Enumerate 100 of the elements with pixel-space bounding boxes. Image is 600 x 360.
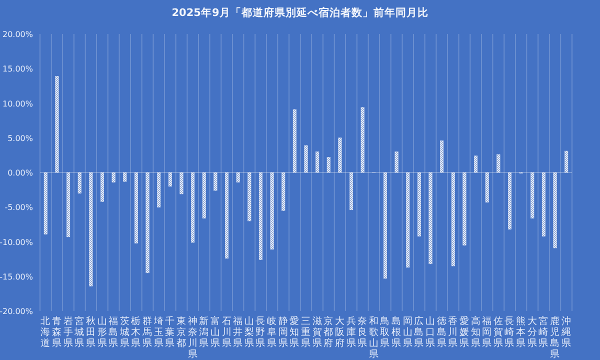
x-tick-label: 和歌山県	[368, 315, 379, 360]
x-tick-label: 岡山県	[402, 316, 413, 349]
y-tick-label: 0.00%	[8, 168, 34, 178]
x-tick-label: 三重県	[301, 316, 311, 349]
x-tick-label: 宮崎県	[538, 315, 549, 349]
bar	[316, 152, 320, 173]
bar	[326, 157, 330, 173]
bar	[270, 172, 274, 250]
bar	[485, 172, 489, 202]
x-tick-label: 埼玉県	[152, 315, 164, 349]
x-tick-label: 香川県	[448, 315, 458, 349]
x-tick-label: 沖縄県	[560, 315, 572, 349]
bar	[282, 172, 286, 211]
x-tick-label: 福岡県	[482, 315, 492, 349]
bar	[383, 172, 387, 279]
x-tick-label: 岐阜県	[267, 315, 278, 349]
y-tick-label: 20.00%	[2, 30, 34, 39]
x-tick-label: 京都府	[324, 315, 334, 349]
bar	[248, 172, 252, 222]
x-tick-label: 島根県	[392, 315, 402, 349]
y-tick-label: -5.00%	[4, 203, 34, 212]
x-tick-label: 岩手県	[63, 315, 74, 349]
x-tick-label: 山形県	[97, 315, 108, 349]
x-tick-label: 石川県	[222, 316, 232, 349]
x-tick-label: 秋田県	[86, 315, 96, 349]
x-tick-label: 愛媛県	[459, 315, 470, 349]
x-tick-label: 宮城県	[74, 315, 85, 349]
bar	[123, 172, 127, 182]
bar	[146, 172, 150, 274]
x-tick-label: 長野県	[256, 316, 266, 349]
bar	[168, 172, 172, 186]
x-tick-label: 高知県	[470, 315, 481, 349]
y-tick-label: -20.00%	[0, 307, 34, 316]
y-tick-label: 15.00%	[2, 64, 34, 74]
x-tick-label: 愛知県	[290, 315, 300, 349]
bar	[214, 172, 218, 191]
x-tick-label: 佐賀県	[493, 316, 504, 349]
x-tick-label: 福井県	[233, 315, 244, 349]
bar	[134, 172, 138, 244]
x-tick-label: 徳島県	[436, 316, 447, 349]
x-tick-label: 富山県	[210, 315, 220, 349]
bar	[157, 172, 161, 208]
x-tick-label: 奈良県	[358, 316, 368, 349]
bar	[304, 145, 308, 173]
bar	[180, 172, 184, 194]
x-tick-label: 福島県	[108, 315, 119, 349]
x-tick-label: 東京都	[176, 315, 186, 349]
bar	[191, 172, 195, 243]
bar	[474, 156, 478, 173]
bar	[292, 109, 296, 173]
x-tick-label: 広島県	[414, 315, 424, 349]
x-tick-label: 神奈川県	[188, 315, 198, 360]
y-tick-label: -15.00%	[0, 272, 34, 282]
x-tick-label: 群馬県	[142, 315, 153, 349]
bar	[225, 172, 229, 259]
bar	[236, 172, 240, 182]
bar	[55, 76, 59, 173]
bar	[78, 172, 82, 194]
bar	[89, 172, 93, 286]
bar	[44, 172, 48, 234]
x-tick-label: 静岡県	[278, 315, 288, 349]
chart-title: 2025年9月「都道府県別延べ宿泊者数」前年同月比	[172, 6, 428, 19]
x-tick-label: 熊本県	[516, 315, 526, 349]
bar	[350, 172, 354, 210]
x-tick-label: 大阪府	[334, 315, 345, 349]
bar	[496, 154, 500, 173]
bar	[542, 172, 546, 236]
bar	[553, 172, 557, 248]
bar	[258, 172, 262, 260]
bar	[417, 172, 421, 236]
x-tick-label: 大分県	[527, 315, 538, 349]
y-tick-label: -10.00%	[0, 238, 34, 247]
bar	[100, 172, 104, 202]
bar	[394, 152, 398, 173]
y-tick-label: 10.00%	[2, 99, 34, 108]
x-tick-label: 山梨県	[244, 315, 254, 349]
bar	[508, 172, 512, 230]
bar	[462, 172, 466, 246]
bar	[530, 172, 534, 218]
x-tick-label: 栃木県	[131, 315, 142, 349]
x-tick-label: 新潟県	[199, 315, 210, 349]
x-tick-label: 鹿児島県	[550, 315, 560, 360]
bar	[428, 172, 432, 264]
bar	[440, 140, 444, 173]
bar	[564, 150, 568, 173]
x-tick-label: 長崎県	[504, 316, 515, 349]
bar	[338, 138, 342, 173]
bar	[202, 172, 206, 218]
bar	[360, 107, 364, 173]
x-tick-label: 鳥取県	[379, 315, 390, 349]
bar	[112, 172, 116, 182]
x-tick-label: 滋賀県	[312, 315, 322, 349]
x-tick-label: 千葉県	[165, 315, 176, 349]
bar	[451, 172, 455, 266]
x-tick-label: 青森県	[52, 315, 62, 349]
x-tick-label: 茨城県	[118, 315, 130, 349]
bar	[406, 172, 410, 268]
x-tick-label: 北海道	[40, 315, 51, 349]
x-tick-label: 兵庫県	[346, 315, 356, 349]
y-tick-label: 5.00%	[8, 134, 34, 143]
